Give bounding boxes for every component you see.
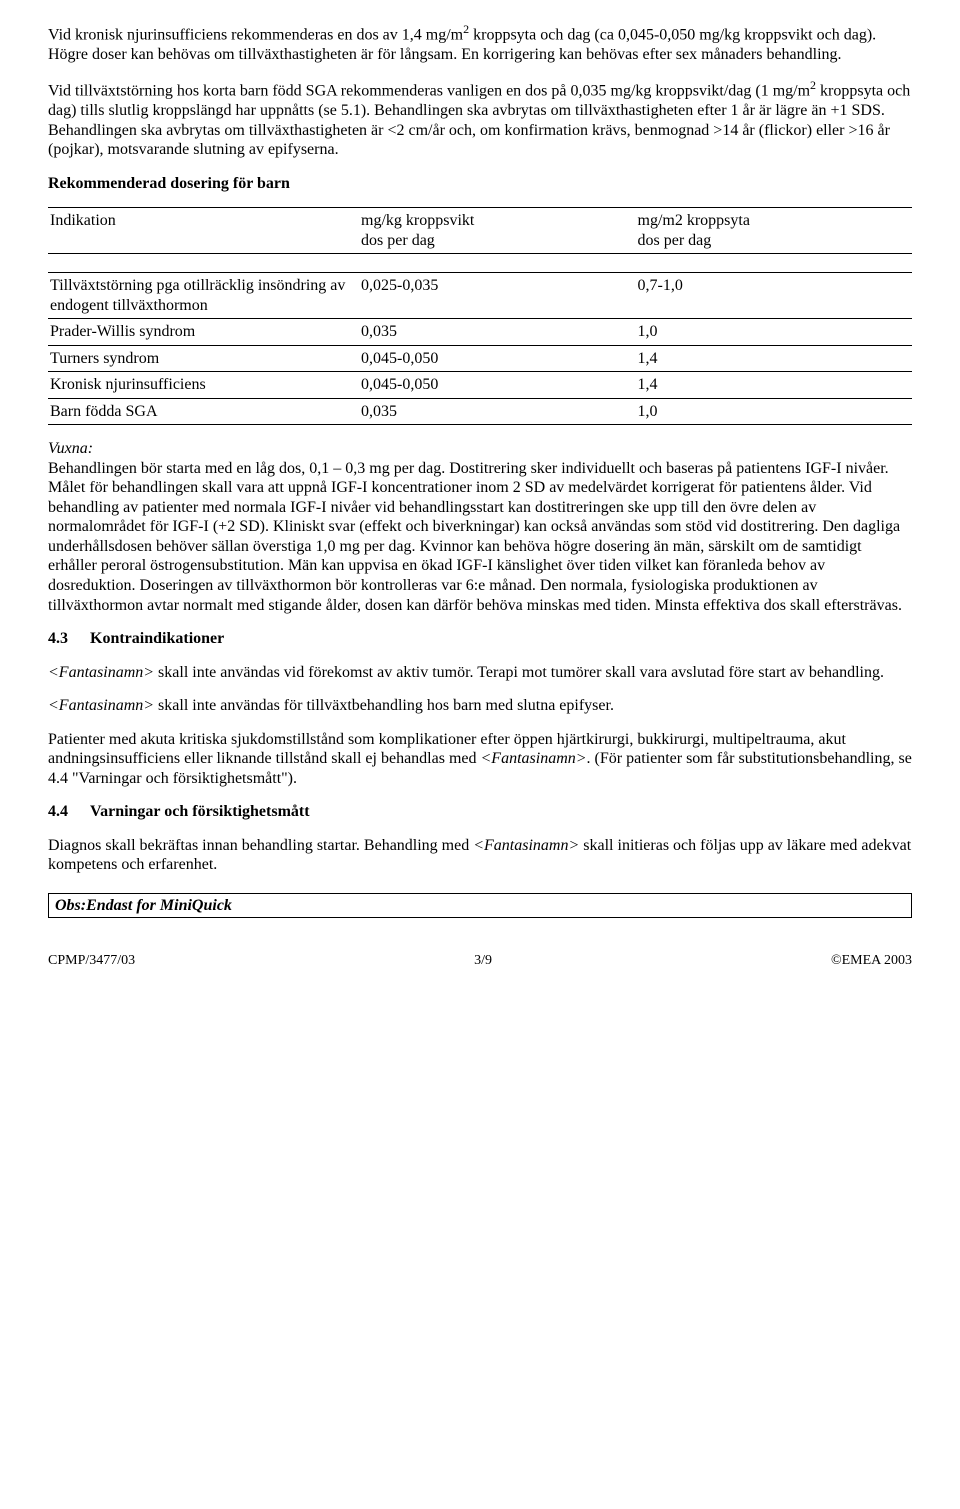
- footer-center: 3/9: [474, 952, 492, 969]
- section-title: Varningar och försiktighetsmått: [90, 803, 310, 820]
- footer-right: ©EMEA 2003: [831, 952, 912, 969]
- cell: 1,0: [636, 398, 913, 425]
- cell: Prader-Willis syndrom: [48, 319, 359, 346]
- cell: 0,7-1,0: [636, 273, 913, 319]
- text: mg/kg kroppsvikt: [361, 212, 474, 229]
- footer-left: CPMP/3477/03: [48, 952, 135, 969]
- cell: 1,4: [636, 345, 913, 372]
- obs-text: Obs:Endast for MiniQuick: [55, 897, 232, 914]
- dosing-table: Indikation mg/kg kroppsvikt dos per dag …: [48, 207, 912, 425]
- text: dos per dag: [638, 232, 712, 249]
- cell: Kronisk njurinsufficiens: [48, 372, 359, 399]
- cell: Turners syndrom: [48, 345, 359, 372]
- text: skall inte användas för tillväxtbehandli…: [154, 697, 614, 714]
- vuxna-label: Vuxna:: [48, 440, 93, 457]
- fantasinamn: <Fantasinamn>: [48, 664, 154, 681]
- paragraph-43b: <Fantasinamn> skall inte användas för ti…: [48, 696, 912, 716]
- text: Diagnos skall bekräftas innan behandling…: [48, 837, 473, 854]
- text: mg/m2 kroppsyta: [638, 212, 750, 229]
- text: Vid tillväxtstörning hos korta barn född…: [48, 83, 810, 100]
- table-row: Prader-Willis syndrom 0,035 1,0: [48, 319, 912, 346]
- footer-right-text: EMEA 2003: [842, 953, 912, 968]
- fantasinamn: <Fantasinamn>: [48, 697, 154, 714]
- vuxna-body: Behandlingen bör starta med en låg dos, …: [48, 460, 902, 614]
- table-row: Turners syndrom 0,045-0,050 1,4: [48, 345, 912, 372]
- table-row: Tillväxtstörning pga otillräcklig insönd…: [48, 273, 912, 319]
- cell: 0,025-0,035: [359, 273, 635, 319]
- section-title: Kontraindikationer: [90, 630, 224, 647]
- cell: 0,035: [359, 319, 635, 346]
- cell: 0,045-0,050: [359, 345, 635, 372]
- text: skall inte användas vid förekomst av akt…: [154, 664, 884, 681]
- cell: 0,035: [359, 398, 635, 425]
- dosing-heading: Rekommenderad dosering för barn: [48, 174, 912, 194]
- cell: 1,4: [636, 372, 913, 399]
- table-row: Kronisk njurinsufficiens 0,045-0,050 1,4: [48, 372, 912, 399]
- section-number: 4.4: [48, 802, 86, 822]
- fantasinamn: <Fantasinamn>: [481, 750, 587, 767]
- paragraph-kronisk: Vid kronisk njurinsufficiens rekommender…: [48, 22, 912, 64]
- col-mgkg: mg/kg kroppsvikt dos per dag: [359, 208, 635, 254]
- text: Vid kronisk njurinsufficiens rekommender…: [48, 26, 463, 43]
- page-footer: CPMP/3477/03 3/9 ©EMEA 2003: [48, 952, 912, 969]
- paragraph-sga: Vid tillväxtstörning hos korta barn född…: [48, 78, 912, 159]
- paragraph-44: Diagnos skall bekräftas innan behandling…: [48, 836, 912, 875]
- fantasinamn: <Fantasinamn>: [473, 837, 579, 854]
- obs-box: Obs:Endast for MiniQuick: [48, 893, 912, 919]
- table-header-row: Indikation mg/kg kroppsvikt dos per dag …: [48, 208, 912, 254]
- cell: Tillväxtstörning pga otillräcklig insönd…: [48, 273, 359, 319]
- paragraph-43a: <Fantasinamn> skall inte användas vid fö…: [48, 663, 912, 683]
- section-number: 4.3: [48, 629, 86, 649]
- paragraph-43c: Patienter med akuta kritiska sjukdomstil…: [48, 730, 912, 789]
- col-mgm2: mg/m2 kroppsyta dos per dag: [636, 208, 913, 254]
- section-4-4-heading: 4.4 Varningar och försiktighetsmått: [48, 802, 912, 822]
- paragraph-vuxna: Vuxna: Behandlingen bör starta med en lå…: [48, 439, 912, 615]
- section-4-3-heading: 4.3 Kontraindikationer: [48, 629, 912, 649]
- table-row: Barn födda SGA 0,035 1,0: [48, 398, 912, 425]
- cell: 0,045-0,050: [359, 372, 635, 399]
- col-indikation: Indikation: [48, 208, 359, 254]
- cell: 1,0: [636, 319, 913, 346]
- text: dos per dag: [361, 232, 435, 249]
- cell: Barn födda SGA: [48, 398, 359, 425]
